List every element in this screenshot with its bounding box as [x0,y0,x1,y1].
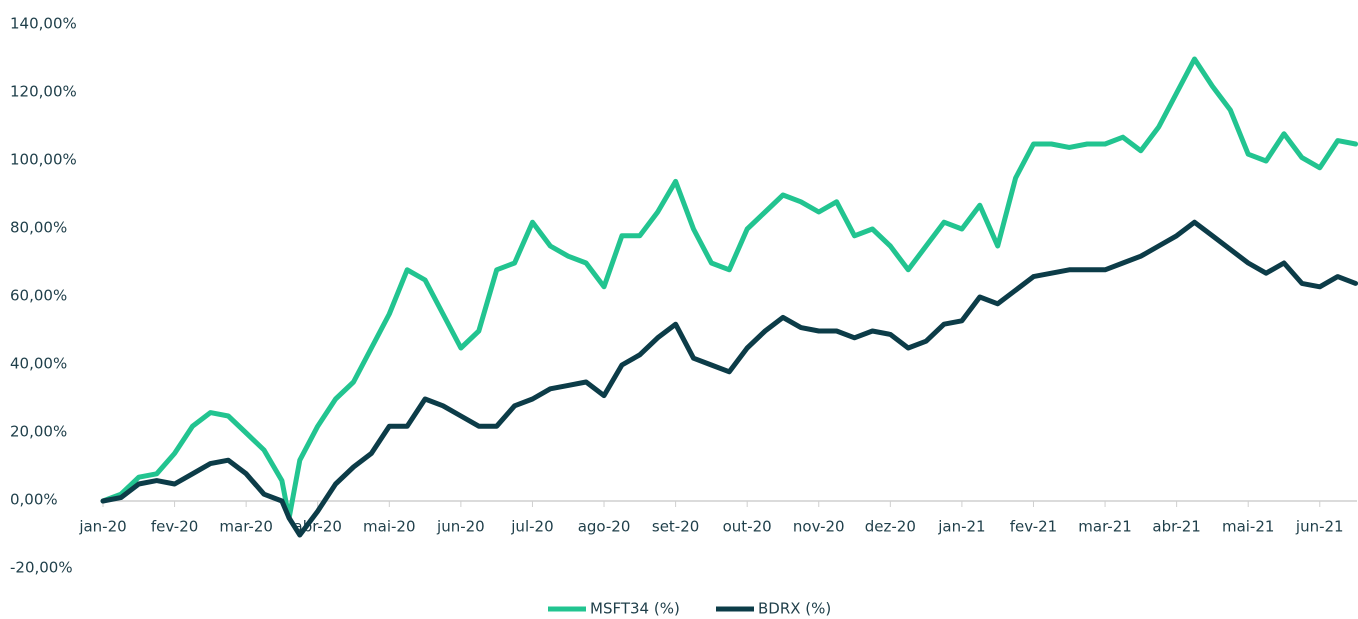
x-tick-label: mar-21 [1078,518,1132,536]
x-tick-label: set-20 [652,518,699,536]
x-tick-label: dez-20 [865,518,916,536]
series-line [100,56,1358,521]
y-tick-label: 20,00% [10,423,67,441]
x-tick-label: jan-20 [78,518,126,536]
x-tick-label: jul-20 [510,518,553,536]
y-tick-label: 140,00% [10,15,77,33]
x-tick-label: fev-21 [1010,518,1057,536]
y-tick-label: 80,00% [10,219,67,237]
x-tick-label: out-20 [723,518,772,536]
x-tick-label: mar-20 [219,518,273,536]
y-tick-label: 0,00% [10,491,58,509]
x-tick-label: jan-21 [937,518,985,536]
y-tick-label: 60,00% [10,287,67,305]
x-tick-label: abr-21 [1152,518,1200,536]
legend-label: BDRX (%) [758,600,831,618]
series-line [100,219,1358,538]
x-tick-label: nov-20 [793,518,845,536]
legend-label: MSFT34 (%) [590,600,680,618]
x-tick-label: ago-20 [578,518,631,536]
y-tick-label: 40,00% [10,355,67,373]
x-tick-label: jun-20 [436,518,485,536]
y-tick-label: 100,00% [10,151,77,169]
y-tick-label: -20,00% [10,559,73,577]
x-tick-label: mai-20 [363,518,415,536]
y-tick-label: 120,00% [10,83,77,101]
x-tick-label: mai-21 [1222,518,1274,536]
x-tick-label: fev-20 [151,518,198,536]
x-tick-label: jun-21 [1295,518,1344,536]
